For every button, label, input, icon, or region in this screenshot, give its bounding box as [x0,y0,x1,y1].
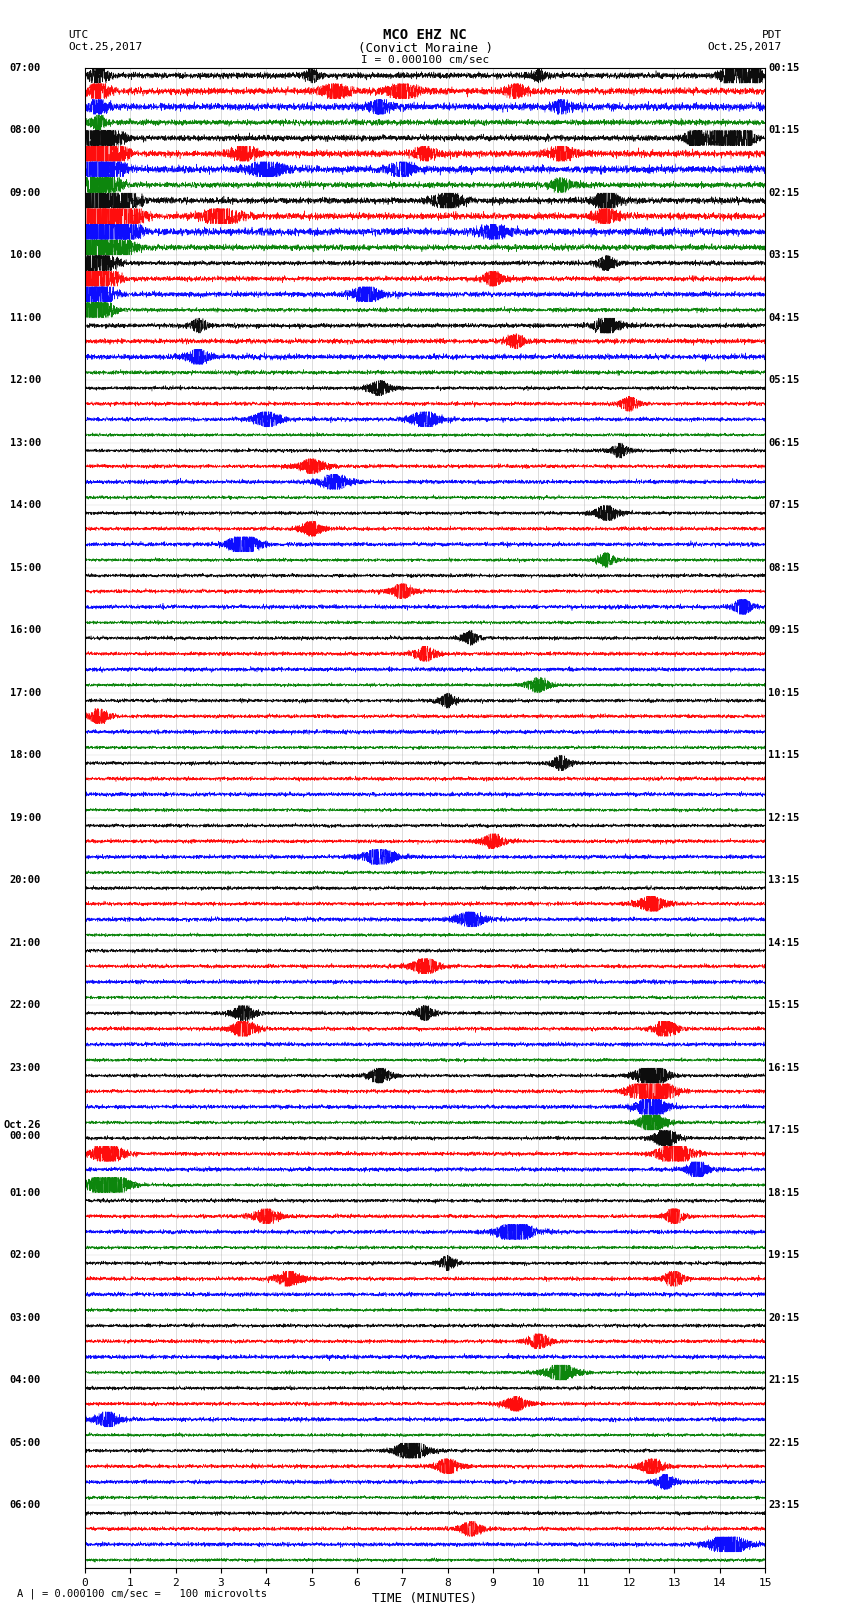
Text: 03:00: 03:00 [9,1313,41,1323]
Text: 20:00: 20:00 [9,876,41,886]
Text: 17:00: 17:00 [9,687,41,698]
Text: 16:15: 16:15 [768,1063,800,1073]
Text: 04:15: 04:15 [768,313,800,323]
Text: 03:15: 03:15 [768,250,800,260]
Text: 06:15: 06:15 [768,437,800,448]
Text: 23:00: 23:00 [9,1063,41,1073]
Text: UTC: UTC [68,31,88,40]
Text: Oct.25,2017: Oct.25,2017 [68,42,142,52]
X-axis label: TIME (MINUTES): TIME (MINUTES) [372,1592,478,1605]
Text: 08:15: 08:15 [768,563,800,573]
Text: 21:15: 21:15 [768,1376,800,1386]
Text: 21:00: 21:00 [9,937,41,948]
Text: 22:00: 22:00 [9,1000,41,1010]
Text: 11:00: 11:00 [9,313,41,323]
Text: 10:00: 10:00 [9,250,41,260]
Text: 10:15: 10:15 [768,687,800,698]
Text: 15:00: 15:00 [9,563,41,573]
Text: PDT: PDT [762,31,782,40]
Text: 13:00: 13:00 [9,437,41,448]
Text: 22:15: 22:15 [768,1437,800,1448]
Text: 14:00: 14:00 [9,500,41,510]
Text: 09:00: 09:00 [9,187,41,198]
Text: 09:15: 09:15 [768,626,800,636]
Text: Oct.25,2017: Oct.25,2017 [708,42,782,52]
Text: 11:15: 11:15 [768,750,800,760]
Text: 19:15: 19:15 [768,1250,800,1260]
Text: 05:00: 05:00 [9,1437,41,1448]
Text: 00:15: 00:15 [768,63,800,73]
Text: 12:00: 12:00 [9,376,41,386]
Text: 18:15: 18:15 [768,1187,800,1198]
Text: 01:15: 01:15 [768,126,800,135]
Text: 19:00: 19:00 [9,813,41,823]
Text: 14:15: 14:15 [768,937,800,948]
Text: 01:00: 01:00 [9,1187,41,1198]
Text: 23:15: 23:15 [768,1500,800,1510]
Text: MCO EHZ NC: MCO EHZ NC [383,29,467,42]
Text: 07:15: 07:15 [768,500,800,510]
Text: 05:15: 05:15 [768,376,800,386]
Text: 20:15: 20:15 [768,1313,800,1323]
Text: 16:00: 16:00 [9,626,41,636]
Text: I = 0.000100 cm/sec: I = 0.000100 cm/sec [361,55,489,65]
Text: 04:00: 04:00 [9,1376,41,1386]
Text: 17:15: 17:15 [768,1126,800,1136]
Text: 02:15: 02:15 [768,187,800,198]
Text: 13:15: 13:15 [768,876,800,886]
Text: 18:00: 18:00 [9,750,41,760]
Text: 08:00: 08:00 [9,126,41,135]
Text: (Convict Moraine ): (Convict Moraine ) [358,42,492,55]
Text: 07:00: 07:00 [9,63,41,73]
Text: A | = 0.000100 cm/sec =   100 microvolts: A | = 0.000100 cm/sec = 100 microvolts [17,1589,267,1598]
Text: 02:00: 02:00 [9,1250,41,1260]
Text: 15:15: 15:15 [768,1000,800,1010]
Text: 06:00: 06:00 [9,1500,41,1510]
Text: 12:15: 12:15 [768,813,800,823]
Text: Oct.26
00:00: Oct.26 00:00 [3,1119,41,1140]
